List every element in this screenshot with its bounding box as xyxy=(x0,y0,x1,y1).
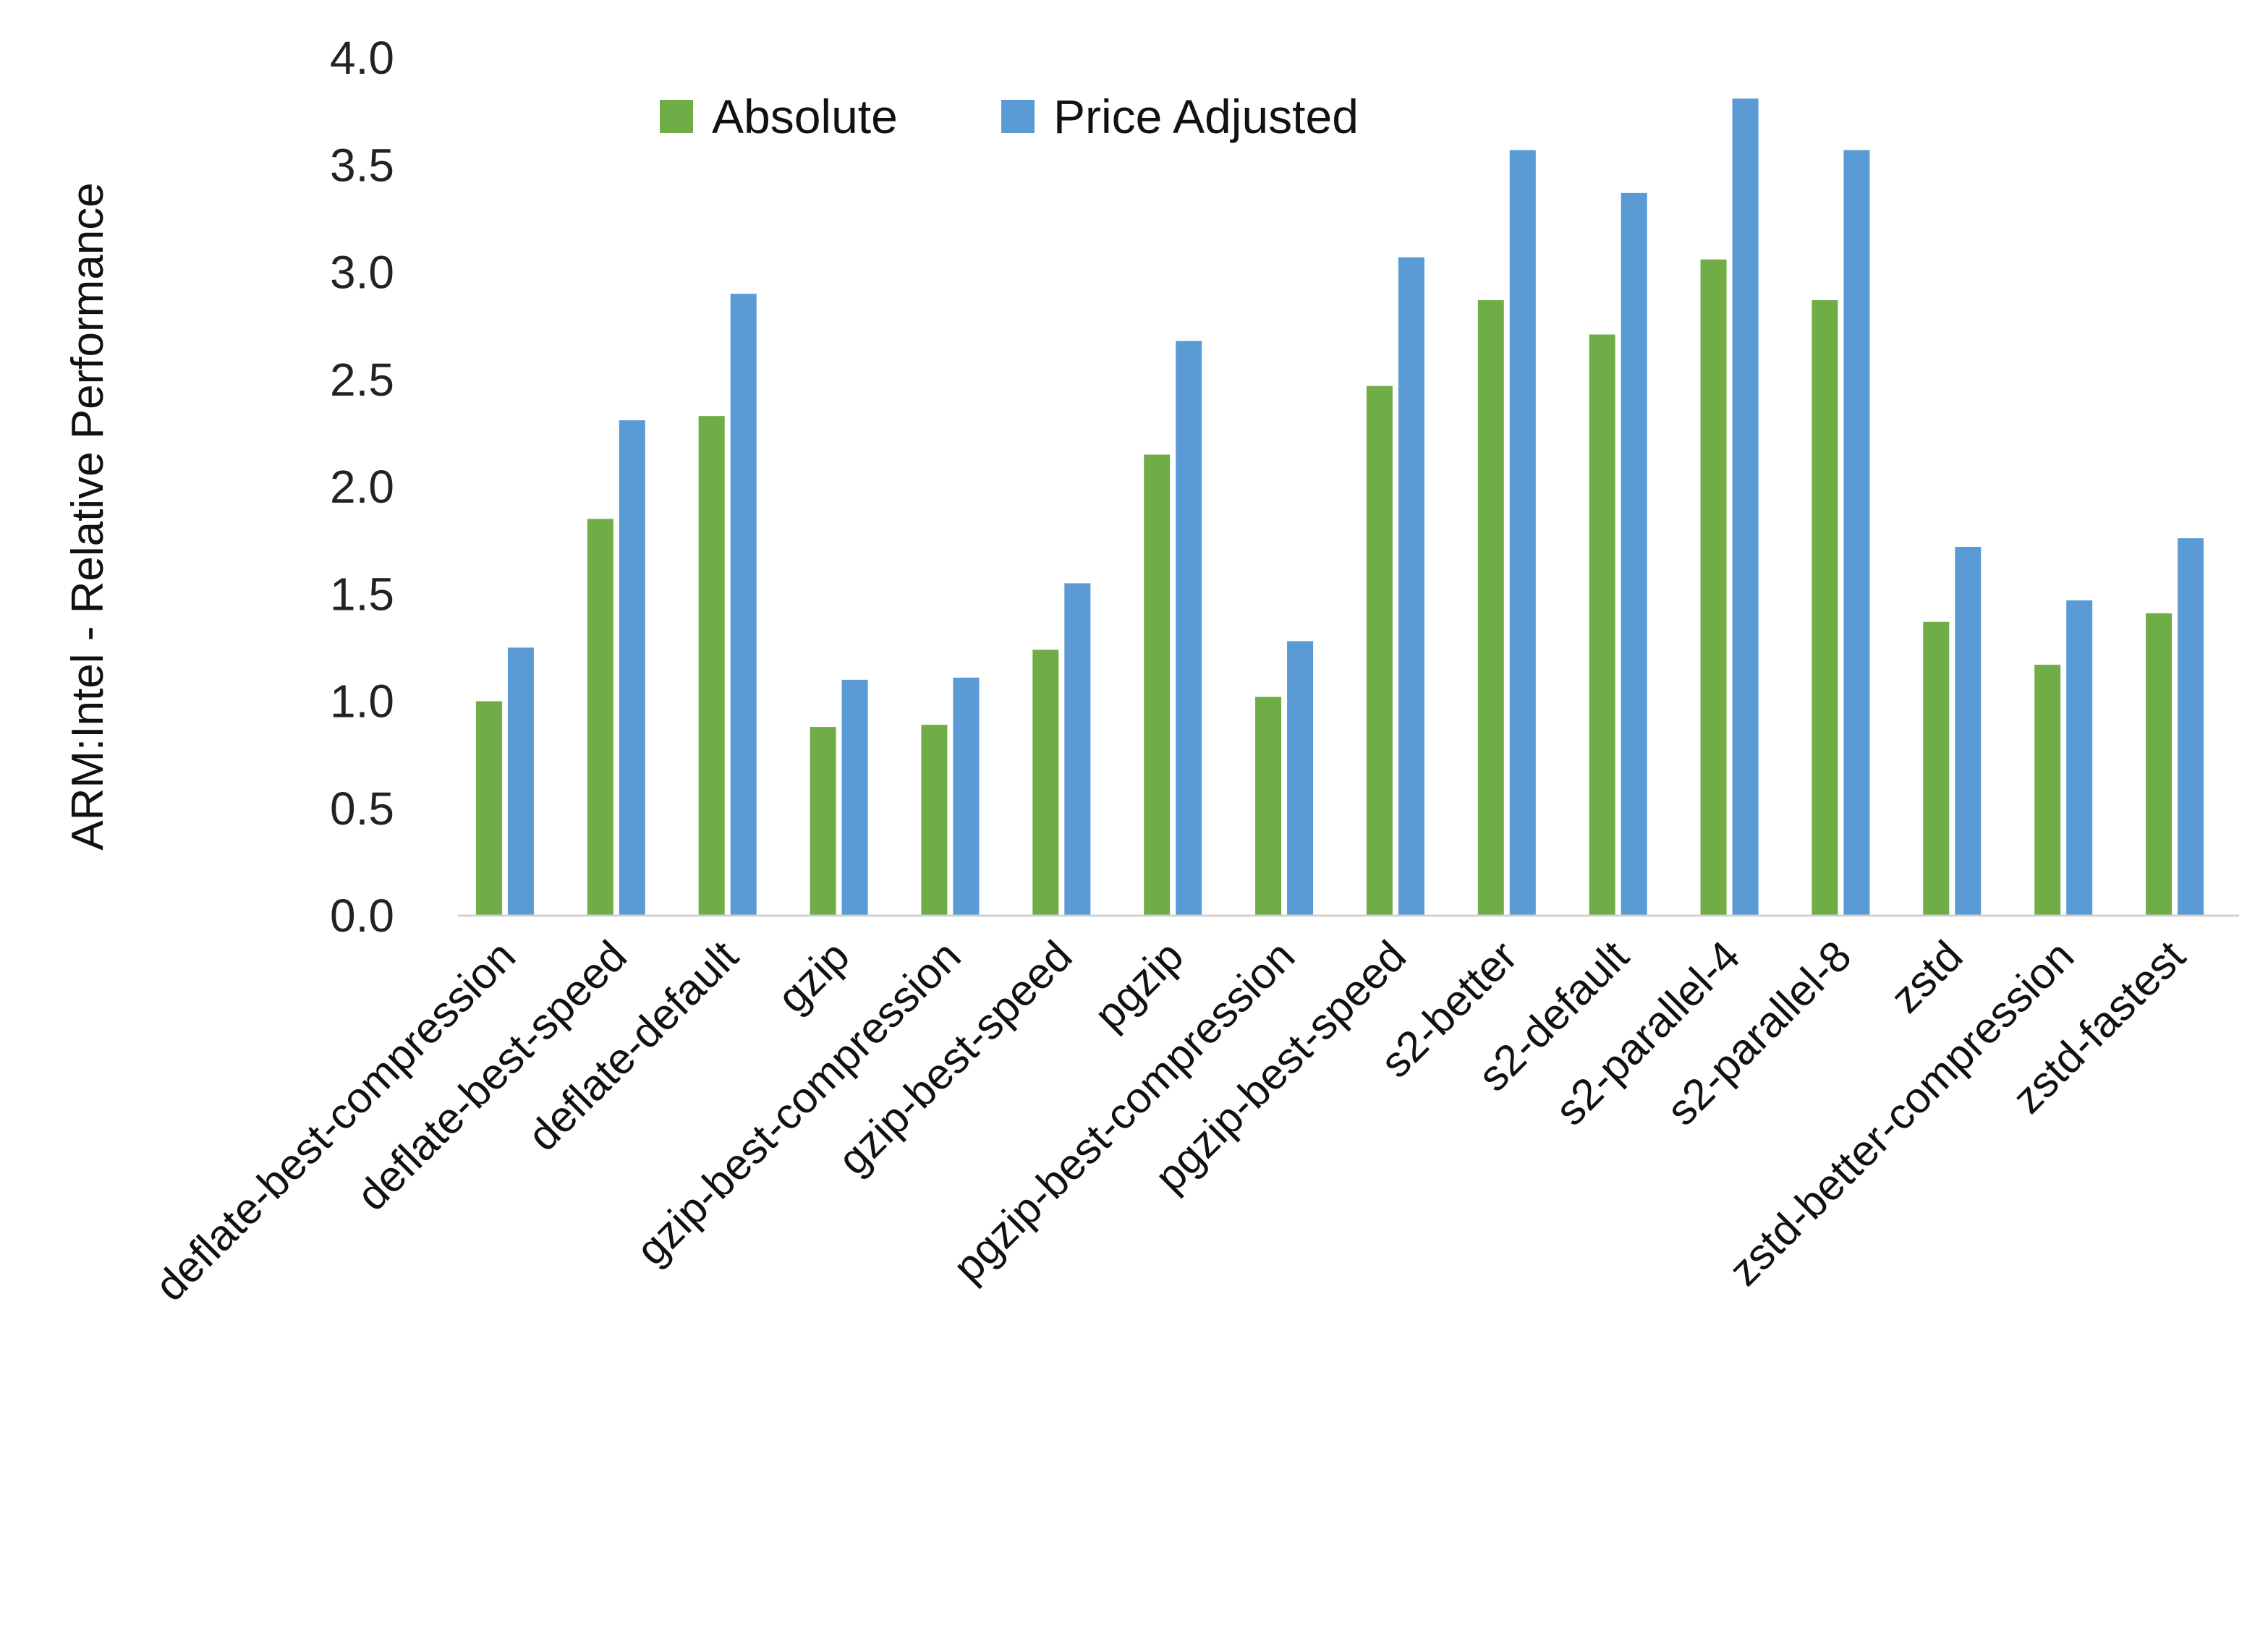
bar-price-adjusted xyxy=(1398,257,1424,916)
legend-label: Price Adjusted xyxy=(1053,90,1359,143)
bar-absolute xyxy=(2034,665,2061,916)
bar-absolute xyxy=(1255,697,1282,916)
y-tick-label: 0.0 xyxy=(330,890,394,942)
bar-absolute xyxy=(587,519,613,916)
bar-absolute xyxy=(475,701,502,916)
bar-absolute xyxy=(1144,454,1171,916)
bar-price-adjusted xyxy=(1621,192,1647,916)
bar-price-adjusted xyxy=(1287,641,1314,916)
y-tick-label: 3.0 xyxy=(330,247,394,299)
bar-price-adjusted xyxy=(507,647,534,916)
bar-price-adjusted xyxy=(953,677,980,916)
y-tick-label: 1.5 xyxy=(330,568,394,620)
bar-absolute xyxy=(810,727,836,916)
bar-absolute xyxy=(698,416,725,916)
legend: Absolute Price Adjusted xyxy=(660,90,1359,143)
bar-price-adjusted xyxy=(1176,341,1202,916)
bar-absolute xyxy=(1366,386,1393,916)
y-tick-label: 3.5 xyxy=(330,139,394,191)
x-category-label: pgzip xyxy=(1085,932,1193,1039)
y-axis-title: ARM:Intel - Relative Performance xyxy=(63,182,113,850)
bar-absolute xyxy=(1477,300,1504,916)
bar-price-adjusted xyxy=(730,294,757,916)
bar-price-adjusted xyxy=(619,420,645,916)
legend-swatch xyxy=(660,100,693,133)
bar-price-adjusted xyxy=(1064,583,1091,916)
legend-swatch xyxy=(1001,100,1035,133)
y-tick-label: 1.0 xyxy=(330,676,394,728)
bar-absolute xyxy=(1700,259,1727,916)
bar-absolute xyxy=(2146,613,2173,916)
x-category-label: zstd xyxy=(1881,932,1971,1022)
bar-absolute xyxy=(1923,621,1950,916)
bar-absolute xyxy=(921,725,948,916)
y-tick-label: 0.5 xyxy=(330,783,394,835)
bar-price-adjusted xyxy=(1732,98,1759,916)
bar-absolute xyxy=(1032,649,1059,916)
bar-price-adjusted xyxy=(1955,547,1982,916)
bar-price-adjusted xyxy=(1509,150,1536,916)
y-tick-label: 4.0 xyxy=(330,32,394,84)
y-tick-label: 2.0 xyxy=(330,461,394,513)
x-category-label: gzip xyxy=(768,932,859,1022)
bar-price-adjusted xyxy=(2178,538,2204,916)
y-tick-label: 2.5 xyxy=(330,354,394,406)
bar-price-adjusted xyxy=(2066,600,2093,916)
bar-absolute xyxy=(1812,300,1838,916)
legend-label: Absolute xyxy=(712,90,898,143)
bar-price-adjusted xyxy=(1843,150,1870,916)
bar-price-adjusted xyxy=(841,679,868,916)
bar-absolute xyxy=(1589,334,1615,916)
